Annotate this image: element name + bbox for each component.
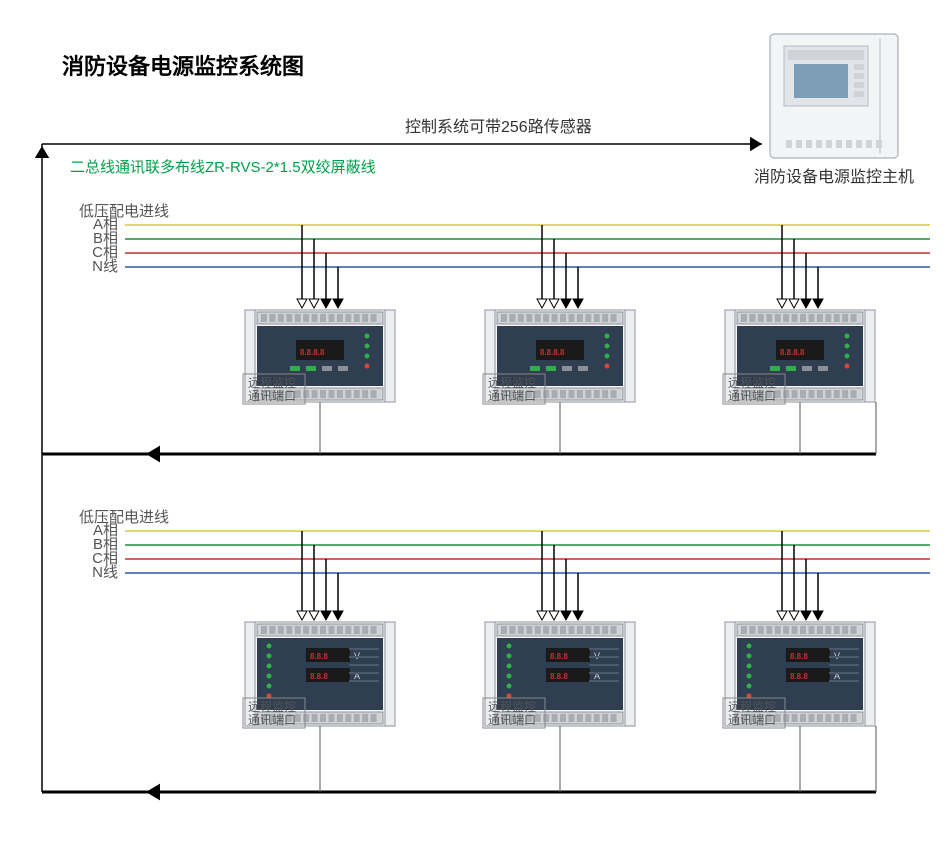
comm-port-label: 远程监控通讯端口 [483, 374, 545, 404]
svg-text:远程监控: 远程监控 [248, 699, 296, 714]
host-label: 消防设备电源监控主机 [754, 168, 914, 186]
svg-text:远程监控: 远程监控 [488, 699, 536, 714]
svg-text:远程监控: 远程监控 [248, 375, 296, 390]
top-note: 控制系统可带256路传感器 [405, 118, 592, 136]
comm-port-label: 远程监控通讯端口 [723, 374, 785, 404]
host-screen [794, 64, 848, 98]
comm-port-label: 远程监控通讯端口 [243, 698, 305, 728]
phase-label-N: N线 [92, 258, 118, 275]
svg-text:通讯端口: 通讯端口 [248, 389, 296, 403]
phase-block: 低压配电进线A相B相C相N线 [79, 509, 930, 581]
svg-text:通讯端口: 通讯端口 [248, 713, 296, 727]
phase-label-N: N线 [92, 564, 118, 581]
phase-block: 低压配电进线A相B相C相N线 [79, 203, 930, 275]
comm-port-label: 远程监控通讯端口 [483, 698, 545, 728]
svg-text:远程监控: 远程监控 [488, 375, 536, 390]
host-panel [770, 34, 898, 158]
page-title: 消防设备电源监控系统图 [62, 54, 304, 79]
svg-text:通讯端口: 通讯端口 [728, 389, 776, 403]
svg-text:通讯端口: 通讯端口 [728, 713, 776, 727]
svg-text:通讯端口: 通讯端口 [488, 713, 536, 727]
comm-port-label: 远程监控通讯端口 [243, 374, 305, 404]
comm-port-label: 远程监控通讯端口 [723, 698, 785, 728]
svg-text:通讯端口: 通讯端口 [488, 389, 536, 403]
svg-text:远程监控: 远程监控 [728, 699, 776, 714]
svg-text:远程监控: 远程监控 [728, 375, 776, 390]
bus-spec-note: 二总线通讯联多布线ZR-RVS-2*1.5双绞屏蔽线 [70, 159, 376, 176]
